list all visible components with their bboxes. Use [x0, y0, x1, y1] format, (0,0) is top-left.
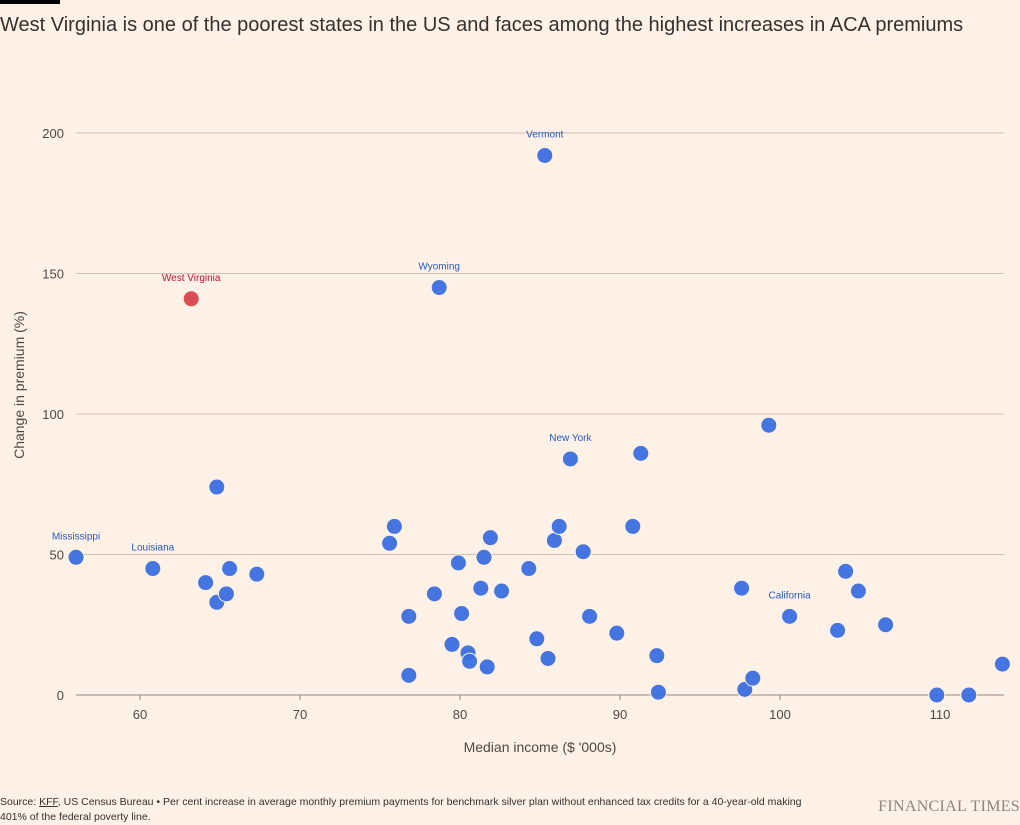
chart-title: West Virginia is one of the poorest stat… [0, 14, 964, 36]
point-label: Wyoming [418, 262, 460, 273]
data-point [400, 666, 418, 684]
x-axis-ticks: 60 70 80 90 100 110 [133, 695, 951, 722]
data-point [744, 669, 762, 687]
y-tick-label: 50 [50, 548, 64, 563]
point-label: Vermont [526, 129, 563, 140]
data-point [574, 543, 592, 561]
point-label: California [768, 590, 811, 601]
data-points [67, 146, 1011, 704]
point-label: Louisiana [131, 543, 174, 554]
x-tick-label: 110 [930, 707, 951, 722]
source-link-kff[interactable]: KFF [39, 796, 58, 808]
data-point [528, 630, 546, 648]
data-point [993, 655, 1011, 673]
data-point [539, 649, 557, 667]
y-tick-label: 0 [57, 688, 64, 703]
x-tick-label: 70 [293, 707, 307, 722]
data-point [928, 686, 946, 704]
data-point [475, 548, 493, 566]
data-point [453, 605, 471, 623]
point-wyoming [430, 279, 448, 297]
data-point [208, 478, 226, 496]
footer-note: Source: KFF, US Census Bureau • Per cent… [0, 796, 802, 823]
data-point [837, 562, 855, 580]
y-tick-label: 150 [42, 267, 64, 282]
x-tick-label: 100 [769, 707, 791, 722]
data-point [632, 444, 650, 462]
data-point [197, 574, 215, 592]
data-point [649, 683, 667, 701]
x-tick-label: 80 [453, 707, 467, 722]
data-point [760, 416, 778, 434]
data-point [648, 647, 666, 665]
data-point [581, 607, 599, 625]
gridlines [76, 132, 1004, 696]
data-point [248, 565, 266, 583]
data-point [221, 560, 239, 578]
point-california [781, 607, 799, 625]
point-label: Mississippi [52, 531, 100, 542]
data-point [733, 579, 751, 597]
point-mississippi [67, 548, 85, 566]
data-point [493, 582, 511, 600]
point-west-virginia [182, 290, 200, 308]
point-new-york [561, 450, 579, 468]
data-point [960, 686, 978, 704]
y-axis-label: Change in premium (%) [11, 311, 27, 459]
data-point [550, 517, 568, 535]
data-point [472, 579, 490, 597]
x-tick-label: 60 [133, 707, 147, 722]
ft-logo: FINANCIAL TIMES [878, 798, 1020, 815]
point-vermont [536, 146, 554, 164]
data-point [217, 585, 235, 603]
data-point [449, 554, 467, 572]
point-label: New York [549, 433, 592, 444]
data-point [381, 534, 399, 552]
data-point [425, 585, 443, 603]
data-point [400, 607, 418, 625]
data-point [461, 652, 479, 670]
point-label: West Virginia [162, 273, 221, 284]
data-point [520, 560, 538, 578]
x-tick-label: 90 [613, 707, 627, 722]
data-point [481, 529, 499, 547]
data-point [385, 517, 403, 535]
point-louisiana [144, 560, 162, 578]
data-point [443, 635, 461, 653]
data-point [849, 582, 867, 600]
x-axis-label: Median income ($ '000s) [464, 739, 617, 755]
data-point [608, 624, 626, 642]
y-tick-label: 100 [42, 407, 64, 422]
y-axis-ticks: 0 50 100 150 200 [42, 126, 64, 703]
brand-bar [0, 0, 60, 4]
data-point [877, 616, 895, 634]
point-labels: Mississippi Louisiana Wyoming Vermont New Yo… [52, 129, 811, 601]
y-tick-label: 200 [42, 126, 64, 141]
data-point [478, 658, 496, 676]
data-point [829, 621, 847, 639]
data-point [624, 517, 642, 535]
